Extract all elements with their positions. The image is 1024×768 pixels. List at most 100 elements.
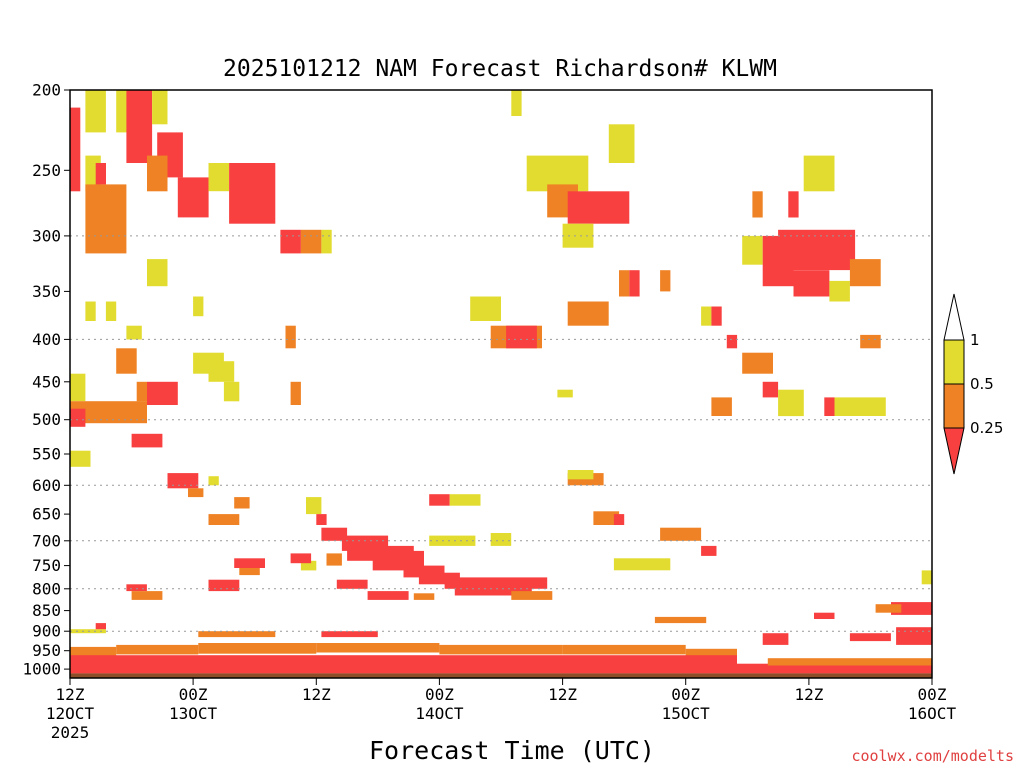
data-cell-o xyxy=(685,648,737,659)
data-cell-r xyxy=(126,584,147,592)
data-cell-r xyxy=(737,663,932,674)
data-cell-o xyxy=(860,334,881,349)
data-cell-ground xyxy=(70,673,932,678)
y-tick-label: 250 xyxy=(32,161,61,180)
data-cell-r xyxy=(762,633,789,645)
data-cell-y xyxy=(742,235,763,265)
data-cell-o xyxy=(326,553,342,566)
data-cell-r xyxy=(418,572,460,585)
data-cell-y xyxy=(306,497,322,515)
data-cell-y xyxy=(208,361,235,382)
data-cell-o xyxy=(742,352,773,374)
data-cell-o xyxy=(234,497,250,509)
legend-label-0.5: 0.5 xyxy=(970,375,994,393)
data-cell-r xyxy=(131,433,163,448)
data-cell-y xyxy=(70,629,106,634)
x-axis-label: Forecast Time (UTC) xyxy=(369,736,655,765)
data-cell-y xyxy=(778,389,804,417)
data-cell-o xyxy=(562,644,686,655)
data-cell-r xyxy=(177,177,209,218)
data-cell-r xyxy=(372,550,424,571)
data-cell-y xyxy=(105,301,117,321)
data-cell-y xyxy=(208,476,219,486)
y-tick-label: 850 xyxy=(32,601,61,620)
plot-frame xyxy=(69,89,933,679)
data-cell-o xyxy=(711,397,732,416)
data-cell-y xyxy=(490,533,512,546)
data-cell-r xyxy=(711,306,722,326)
legend-top-triangle xyxy=(943,293,965,341)
y-tick-label: 550 xyxy=(32,445,61,464)
data-cell-o xyxy=(413,593,435,600)
data-cell-y xyxy=(449,494,481,506)
data-cell-r xyxy=(793,270,830,297)
y-tick-label: 500 xyxy=(32,410,61,429)
data-cell-r xyxy=(367,591,409,600)
x-tick-label: 14OCT xyxy=(415,704,464,723)
data-cell-o xyxy=(198,631,276,638)
data-cells xyxy=(70,90,932,678)
data-cell-r xyxy=(95,163,106,185)
x-tick-label: 12Z xyxy=(548,685,577,704)
chart-title: 2025101212 NAM Forecast Richardson# KLWM xyxy=(223,56,777,82)
data-cell-y xyxy=(701,306,712,326)
y-tick-label: 650 xyxy=(32,505,61,524)
y-tick-label: 950 xyxy=(32,641,61,660)
data-cell-r xyxy=(567,191,630,224)
data-cell-o xyxy=(316,643,440,653)
x-tick-label: 12Z xyxy=(302,685,331,704)
data-cell-y xyxy=(147,259,168,287)
data-cell-o xyxy=(70,646,117,657)
x-tick-label: 12Z xyxy=(56,685,85,704)
x-tick-label: 00Z xyxy=(425,685,454,704)
data-cell-y xyxy=(208,163,229,192)
data-cell-y xyxy=(608,124,635,163)
legend-swatch-orange xyxy=(943,383,965,429)
legend-label-1: 1 xyxy=(970,331,980,349)
data-cell-y xyxy=(223,381,240,402)
data-cell-r xyxy=(316,514,327,525)
data-cell-o xyxy=(188,488,204,498)
data-cell-o xyxy=(654,616,707,624)
data-cell-y xyxy=(70,450,91,467)
data-cell-y xyxy=(829,280,850,302)
data-cell-y xyxy=(85,301,96,321)
data-cell-o xyxy=(70,401,147,424)
data-cell-r xyxy=(126,90,153,163)
data-cell-y xyxy=(803,155,835,192)
y-tick-label: 700 xyxy=(32,531,61,550)
data-cell-o xyxy=(285,325,296,349)
data-cell-r xyxy=(403,565,445,578)
data-cell-r xyxy=(70,408,86,427)
data-cell-r xyxy=(95,623,106,630)
x-tick-label: 2025 xyxy=(51,723,90,742)
data-cell-r xyxy=(726,334,738,349)
data-cell-r xyxy=(629,270,640,297)
data-cell-r xyxy=(814,612,835,619)
data-cell-y xyxy=(613,558,671,571)
data-cell-o xyxy=(767,658,932,666)
legend-swatch-yellow xyxy=(943,339,965,385)
data-cell-o xyxy=(439,644,563,655)
data-cell-y xyxy=(116,90,127,133)
data-cell-r xyxy=(336,579,368,589)
data-cell-r xyxy=(147,381,178,405)
x-tick-label: 13OCT xyxy=(169,704,218,723)
source-credit: coolwx.com/modelts xyxy=(851,747,1014,765)
data-cell-r xyxy=(321,527,348,541)
data-cell-r xyxy=(167,473,199,489)
x-tick-label: 15OCT xyxy=(662,704,711,723)
y-tick-label: 1000 xyxy=(22,660,61,679)
data-cell-o xyxy=(198,643,317,654)
data-cell-y xyxy=(321,229,332,254)
data-cell-y xyxy=(921,570,932,585)
data-cell-o xyxy=(131,591,163,600)
data-cell-y xyxy=(70,373,86,402)
y-tick-label: 750 xyxy=(32,556,61,575)
data-cell-r xyxy=(762,381,779,398)
data-cell-r xyxy=(429,494,450,506)
y-tick-label: 400 xyxy=(32,330,61,349)
data-cell-o xyxy=(290,381,301,405)
data-cell-r xyxy=(70,107,81,192)
x-tick-label: 00Z xyxy=(671,685,700,704)
